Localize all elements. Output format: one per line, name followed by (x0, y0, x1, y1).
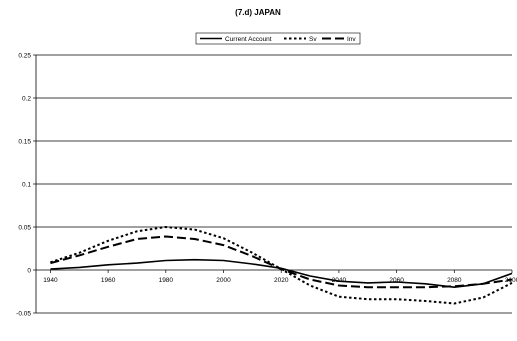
y-tick-label: 0.2 (22, 95, 31, 102)
chart-legend: Current Account Sv Inv (195, 32, 361, 45)
x-tick-label: 2060 (389, 277, 404, 284)
legend-label: Current Account (225, 36, 272, 43)
x-tick-label: 1980 (159, 277, 174, 284)
x-tick-label: 1940 (43, 277, 58, 284)
x-tick-label: 2080 (447, 277, 462, 284)
legend-box (195, 32, 361, 45)
x-axis: 194019601980200020202040206020802100 (36, 269, 517, 284)
y-tick-label: 0.05 (18, 224, 31, 231)
grid-lines (36, 54, 512, 314)
x-tick-label: 2000 (216, 277, 231, 284)
series-lines (50, 226, 513, 305)
legend-label: Inv (347, 36, 356, 43)
x-tick-label: 2020 (274, 277, 289, 284)
y-axis: -0.05 0 0.05 0.1 0.15 0.2 0.25 (16, 52, 37, 317)
y-tick-label: 0.25 (18, 52, 31, 59)
series-line-inv (50, 235, 513, 289)
series-line-sv (50, 226, 513, 305)
y-tick-label: 0 (27, 267, 31, 274)
y-tick-label: 0.1 (22, 181, 31, 188)
y-tick-label: -0.05 (16, 310, 31, 317)
y-tick-label: 0.15 (18, 138, 31, 145)
legend-label: Sv (309, 36, 317, 43)
chart-title: (7.d) JAPAN (235, 8, 281, 17)
x-tick-label: 1960 (101, 277, 116, 284)
